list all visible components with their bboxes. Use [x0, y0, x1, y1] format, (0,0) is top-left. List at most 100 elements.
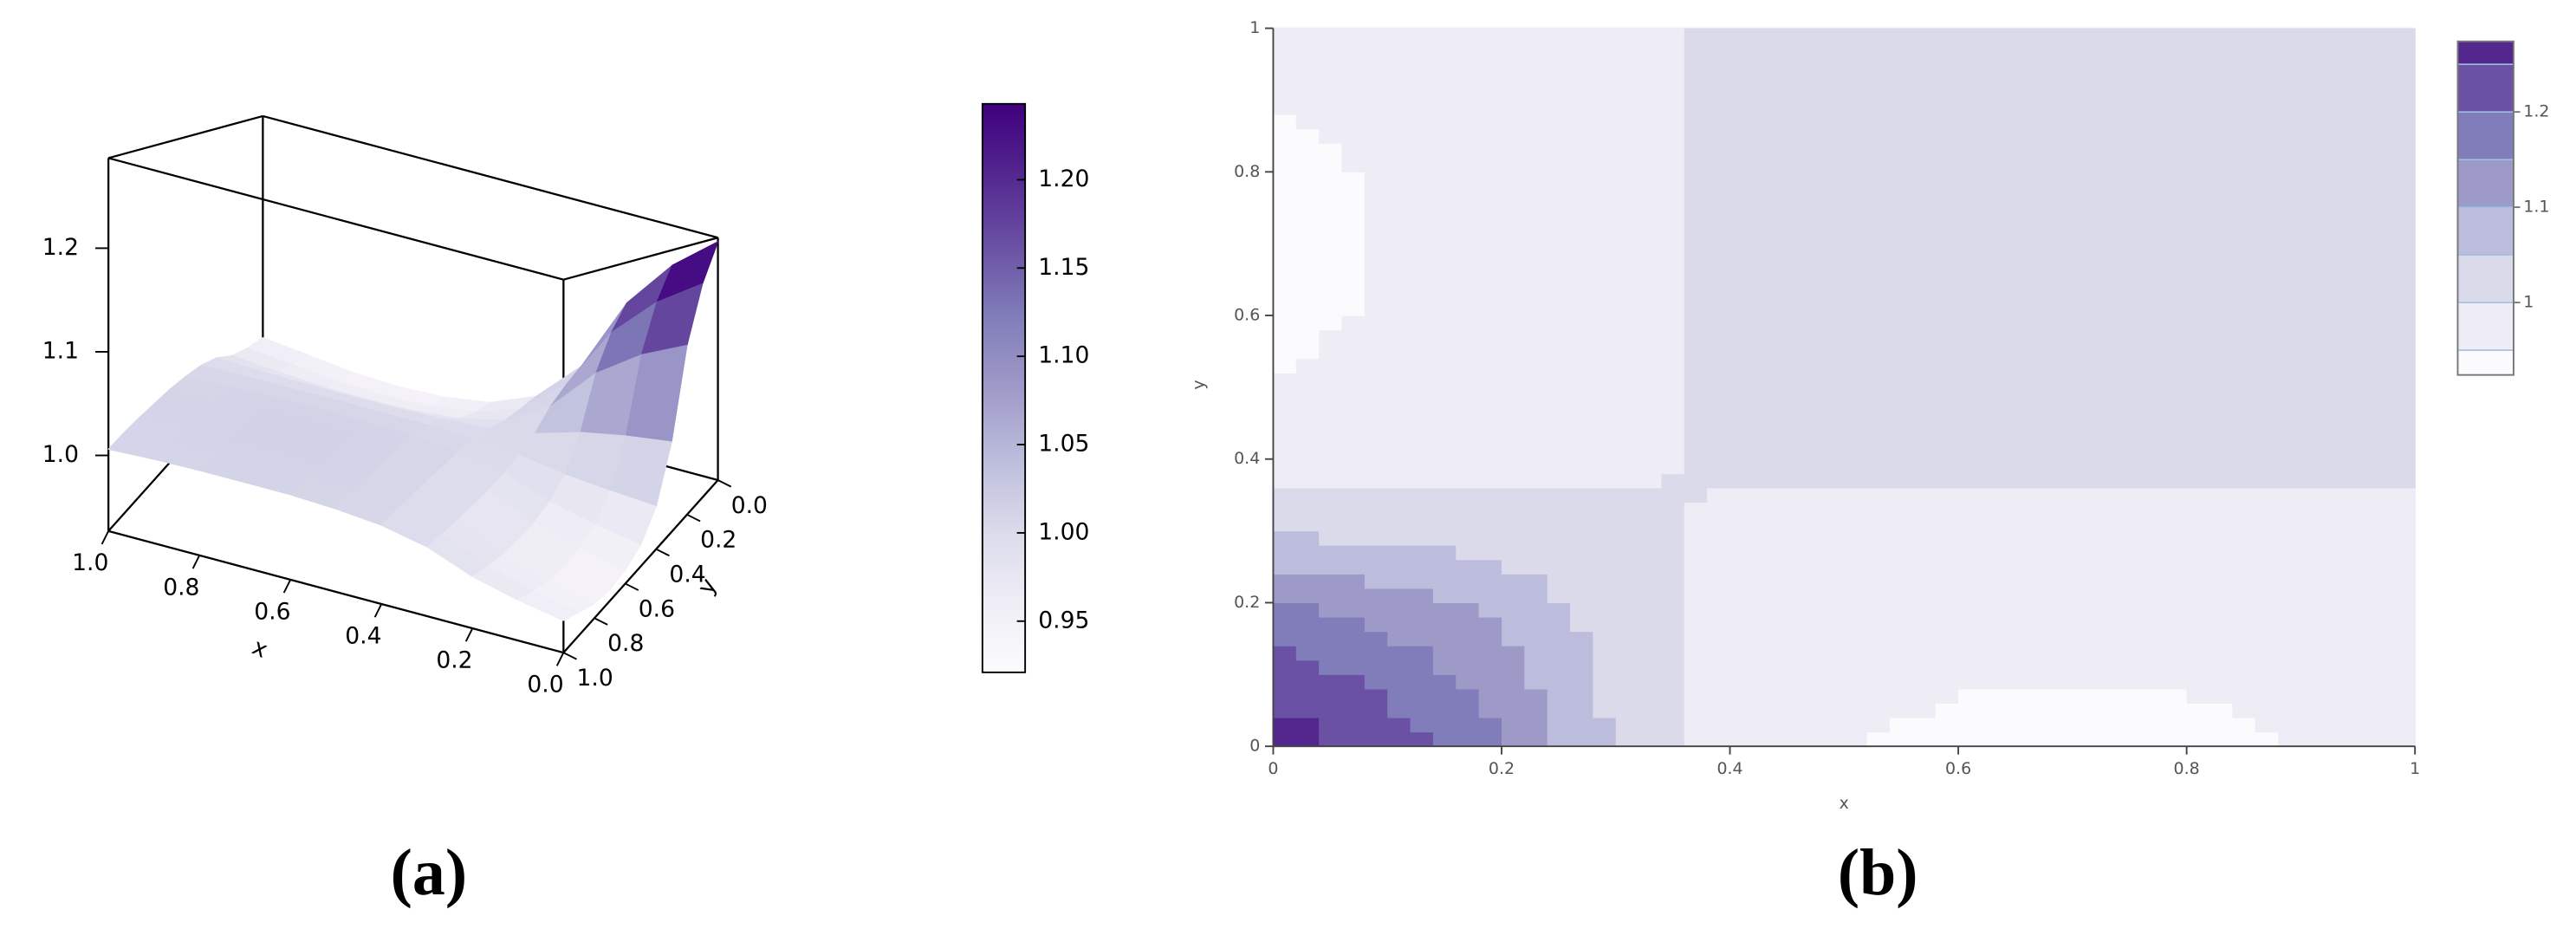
x-tick	[555, 652, 565, 666]
contour-cell	[1273, 559, 1297, 575]
contour-cell	[1981, 516, 2005, 532]
contour-cell	[1958, 128, 1982, 144]
contour-cell	[2369, 373, 2393, 388]
contour-cell	[1661, 56, 1685, 72]
contour-cell	[2164, 244, 2188, 259]
contour-cell	[1615, 329, 1639, 345]
contour-cell	[1524, 229, 1548, 244]
contour-cell	[1593, 458, 1617, 474]
contour-cell	[2232, 358, 2256, 374]
contour-cell	[1547, 28, 1571, 43]
contour-cell	[1295, 502, 1320, 517]
contour-cell	[1844, 458, 1868, 474]
contour-cell	[2323, 445, 2347, 460]
contour-cell	[1981, 674, 2005, 690]
contour-cell	[2209, 416, 2233, 432]
panel-label: (b)	[1838, 836, 1918, 909]
contour-cell	[1661, 458, 1685, 474]
contour-cell	[1844, 703, 1868, 718]
contour-cell	[1615, 602, 1639, 618]
contour-cell	[1478, 602, 1502, 618]
contour-cell	[1364, 530, 1388, 546]
contour-cell	[1684, 602, 1708, 618]
contour-cell	[1798, 229, 1822, 244]
contour-cell	[1775, 143, 1800, 159]
contour-cell	[1295, 430, 1320, 445]
colorbar-band	[2456, 349, 2514, 376]
contour-cell	[1890, 128, 1913, 144]
colorbar-tick-label: 0.95	[1038, 607, 1089, 633]
contour-cell	[1981, 100, 2005, 115]
contour-cell	[1707, 473, 1731, 489]
contour-cell	[1273, 200, 1297, 216]
contour-cell	[1319, 28, 1343, 43]
contour-cell	[1501, 286, 1525, 302]
contour-cell	[1890, 631, 1913, 646]
contour-cell	[2049, 545, 2073, 561]
contour-cell	[1912, 244, 1937, 259]
contour-cell	[1729, 530, 1754, 546]
contour-cell	[1890, 473, 1913, 489]
contour-cell	[2072, 215, 2096, 231]
contour-cell	[2095, 387, 2119, 403]
contour-cell	[1478, 387, 1502, 403]
contour-cell	[2186, 473, 2210, 489]
contour-cell	[2072, 401, 2096, 417]
contour-cell	[2118, 718, 2142, 733]
contour-cell	[2027, 487, 2051, 503]
contour-cell	[1752, 631, 1776, 646]
contour-cell	[2232, 172, 2256, 187]
contour-cell	[1547, 602, 1571, 618]
contour-cell	[1707, 56, 1731, 72]
contour-cell	[1752, 445, 1776, 460]
contour-cell	[2369, 56, 2393, 72]
contour-cell	[1341, 373, 1366, 388]
contour-cell	[2255, 674, 2279, 690]
contour-cell	[2186, 574, 2210, 589]
contour-cell	[1912, 257, 1937, 273]
contour-cell	[2209, 143, 2233, 159]
contour-cell	[1295, 85, 1320, 101]
contour-cell	[1844, 185, 1868, 202]
contour-cell	[2209, 387, 2233, 403]
contour-cell	[1752, 244, 1776, 259]
contour-cell	[2346, 387, 2371, 403]
contour-cell	[1844, 646, 1868, 661]
contour-cell	[2164, 229, 2188, 244]
contour-cell	[1593, 646, 1617, 661]
y-tick-label: 0.2	[700, 527, 736, 554]
contour-cell	[1593, 28, 1617, 43]
contour-cell	[1775, 430, 1800, 445]
contour-cell	[1684, 229, 1708, 244]
contour-cell	[2369, 128, 2393, 144]
contour-cell	[1981, 631, 2005, 646]
contour-cell	[2095, 703, 2119, 718]
contour-cell	[2369, 42, 2393, 58]
contour-cell	[1570, 559, 1593, 575]
contour-cell	[2209, 286, 2233, 302]
contour-cell	[2164, 56, 2188, 72]
contour-cell	[2209, 458, 2233, 474]
contour-cell	[2209, 718, 2233, 733]
contour-cell	[1958, 257, 1982, 273]
x-tick-label: 0.4	[1716, 759, 1742, 778]
contour-cell	[1478, 100, 1502, 115]
contour-cell	[1478, 172, 1502, 187]
contour-cell	[2391, 85, 2416, 101]
contour-cell	[1570, 344, 1593, 360]
contour-cell	[2255, 71, 2279, 87]
contour-cell	[1478, 358, 1502, 374]
contour-cell	[2186, 659, 2210, 675]
contour-cell	[2232, 71, 2256, 87]
contour-cell	[2186, 631, 2210, 646]
contour-cell	[1615, 574, 1639, 589]
contour-cell	[1593, 157, 1617, 172]
contour-cell	[2003, 185, 2028, 202]
contour-cell	[1456, 530, 1480, 546]
contour-cell	[2346, 574, 2371, 589]
contour-cell	[1820, 257, 1845, 273]
contour-cell	[1752, 28, 1776, 43]
contour-cell	[1547, 257, 1571, 273]
contour-cell	[1866, 56, 1891, 72]
contour-cell	[1387, 530, 1411, 546]
